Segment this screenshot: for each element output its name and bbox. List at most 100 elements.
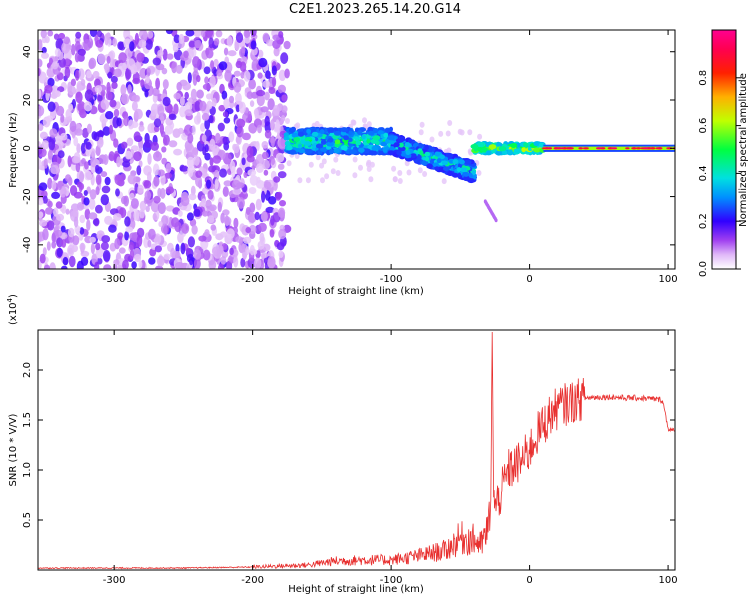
- heatmap-cell: [175, 262, 184, 269]
- heatmap-cell: [120, 93, 130, 105]
- heatmap-cell: [284, 68, 290, 79]
- heatmap-cell: [324, 173, 330, 180]
- heatmap-cell: [56, 247, 63, 258]
- heatmap-cell: [58, 32, 66, 40]
- heatmap-cell: [223, 117, 231, 124]
- heatmap-cell: [184, 109, 193, 117]
- heatmap-cell: [105, 91, 113, 101]
- heatmap-cell: [70, 78, 76, 87]
- heatmap-cell: [57, 180, 62, 191]
- heatmap-cell: [83, 197, 90, 206]
- x-tick-label: -300: [103, 274, 126, 285]
- heatmap-cell: [174, 221, 182, 233]
- heatmap-cell: [223, 180, 232, 187]
- heatmap-cell: [203, 66, 211, 75]
- heatmap-cell: [448, 171, 453, 176]
- heatmap-cell: [118, 247, 126, 254]
- heatmap-cell: [264, 115, 270, 127]
- heatmap-cell: [208, 204, 217, 212]
- heatmap-cell: [42, 247, 47, 256]
- heatmap-cell: [39, 219, 48, 227]
- heatmap-cell: [115, 188, 120, 197]
- heatmap-cell: [180, 195, 190, 207]
- heatmap-cell: [357, 130, 363, 136]
- heatmap-cell: [161, 215, 169, 227]
- heatmap-cell: [118, 62, 127, 71]
- heatmap-cell: [424, 145, 429, 150]
- heatmap-cell: [276, 242, 285, 251]
- heatmap-cell: [201, 112, 210, 121]
- heatmap-cell: [308, 161, 314, 168]
- heatmap-cell: [70, 43, 76, 56]
- heatmap-cell: [219, 168, 227, 178]
- heatmap-cell: [38, 159, 42, 170]
- heatmap-cell: [148, 257, 156, 265]
- heatmap-cell: [76, 260, 84, 269]
- heatmap-cell: [56, 213, 65, 221]
- heatmap-cell: [400, 151, 406, 157]
- heatmap-cell: [121, 141, 128, 149]
- heatmap-cell: [485, 150, 491, 156]
- heatmap-cell: [496, 141, 501, 147]
- heatmap-cell: [283, 40, 291, 50]
- heatmap-cell: [110, 75, 118, 83]
- heatmap-cell: [255, 198, 262, 211]
- heatmap-cell: [100, 194, 110, 206]
- heatmap-cell: [186, 212, 194, 221]
- heatmap-cell: [171, 61, 178, 74]
- heatmap-cell: [157, 105, 165, 117]
- heatmap-cell: [222, 136, 228, 145]
- heatmap-cell: [187, 72, 192, 84]
- heatmap-cell: [372, 135, 381, 141]
- heatmap-cell: [255, 180, 265, 189]
- heatmap-cell: [222, 111, 229, 118]
- heatmap-cell: [147, 153, 152, 165]
- heatmap-cell: [206, 93, 213, 100]
- heatmap-cell: [73, 216, 79, 228]
- colorbar-tick-label: 0.0: [698, 261, 709, 277]
- heatmap-cell: [145, 205, 150, 212]
- heatmap-cell: [111, 81, 118, 89]
- heatmap-cell: [348, 130, 353, 136]
- heatmap-cell: [243, 30, 250, 38]
- x-tick-label: 0: [526, 575, 532, 586]
- heatmap-cell: [138, 124, 145, 132]
- heatmap-cell: [147, 123, 155, 134]
- heatmap-cell: [243, 35, 251, 44]
- heatmap-cell: [367, 130, 375, 136]
- heatmap-cell: [84, 170, 92, 181]
- heatmap-cell: [434, 166, 440, 172]
- heatmap-cell: [184, 101, 193, 112]
- heatmap-cell: [194, 100, 201, 112]
- heatmap-cell: [188, 40, 196, 48]
- heatmap-cell: [73, 191, 83, 199]
- heatmap-cell: [158, 221, 163, 228]
- heatmap-cell: [183, 50, 189, 59]
- heatmap-cell: [286, 160, 292, 167]
- heatmap-cell: [160, 187, 166, 199]
- heatmap-cell: [226, 228, 235, 239]
- heatmap-cell: [285, 118, 290, 124]
- heatmap-cell: [169, 169, 175, 182]
- heatmap-cell: [182, 82, 192, 91]
- heatmap-cell: [101, 235, 111, 243]
- heatmap-cell: [265, 206, 275, 213]
- heatmap-cell: [278, 228, 287, 240]
- heatmap-cell: [94, 261, 100, 269]
- heatmap-cell: [80, 78, 86, 86]
- heatmap-cell: [100, 99, 110, 110]
- heatmap-cell: [445, 153, 454, 158]
- heatmap-cell: [129, 192, 135, 201]
- heatmap-cell: [235, 32, 244, 43]
- heatmap-cell: [100, 171, 108, 178]
- heatmap-cell: [488, 144, 497, 150]
- heatmap-cell: [65, 208, 70, 215]
- heatmap-cell: [334, 130, 341, 136]
- heatmap-cell: [429, 136, 435, 143]
- heatmap-cell: [134, 32, 139, 45]
- heatmap-cell: [249, 244, 255, 256]
- heatmap-cell: [38, 105, 45, 117]
- heatmap-cell: [600, 147, 605, 150]
- heatmap-cell: [53, 207, 59, 217]
